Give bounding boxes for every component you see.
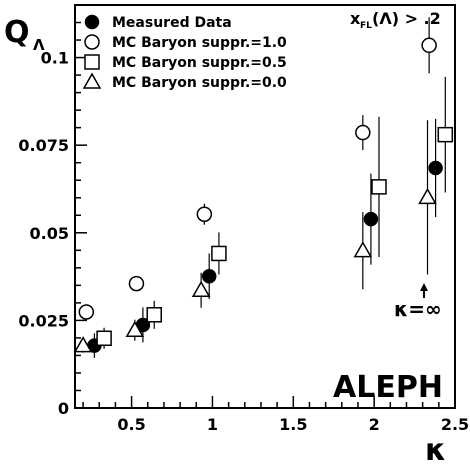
mc-baryon-suppr-0-5-point — [371, 179, 387, 195]
mc-baryon-suppr-1-0-point — [355, 124, 371, 141]
mc-baryon-suppr-1-0-point — [196, 206, 213, 222]
measured-data-point — [363, 211, 379, 227]
mc-baryon-suppr-0-0-point — [125, 320, 145, 337]
x-tick-label: 1.5 — [279, 415, 307, 434]
legend-label-measured-data: Measured Data — [112, 15, 232, 31]
mc-baryon-suppr-0-5-point — [96, 330, 112, 347]
annotation-text: κ=∞ — [394, 297, 442, 321]
mc-baryon-suppr-0-0-point — [191, 280, 211, 298]
y-tick-label: 0.025 — [18, 311, 69, 330]
legend-label-mc-baryon-suppr-0-5: MC Baryon suppr.=0.5 — [112, 55, 287, 71]
mc-baryon-suppr-0-5-point — [437, 126, 454, 143]
x-axis-label: κ — [425, 433, 446, 466]
legend-label-mc-baryon-suppr-1-0: MC Baryon suppr.=1.0 — [112, 35, 287, 51]
mc-baryon-suppr-0-5-point — [146, 307, 162, 323]
x-tick-label: 0.5 — [117, 415, 145, 434]
cut-label-sub: FL — [360, 21, 372, 31]
y-tick-label: 0.1 — [41, 49, 69, 68]
x-tick-label: 2.5 — [441, 415, 469, 434]
y-axis-label: Q Λ — [4, 15, 45, 54]
x-tick-label: 2 — [369, 415, 380, 434]
measured-data-point — [428, 160, 443, 176]
legend-marker-measured-data — [84, 14, 100, 30]
kappa-infinity-annotation: κ=∞ — [394, 283, 442, 321]
cut-label: x FL (Λ) > .2 — [350, 9, 441, 31]
cut-label-x: x — [350, 9, 361, 28]
mc-baryon-suppr-0-0-point — [418, 187, 437, 205]
legend-marker-mc-baryon-suppr-0-0 — [82, 72, 102, 89]
cut-label-rest: (Λ) > .2 — [372, 9, 441, 28]
measured-data-point — [201, 268, 217, 284]
legend: Measured Data MC Baryon suppr.=1.0 MC Bary… — [82, 14, 287, 91]
mc-baryon-suppr-0-5-point — [211, 245, 227, 262]
plot-frame — [74, 4, 456, 409]
mc-baryon-suppr-0-0-point — [73, 336, 93, 353]
annotation-arrow-head — [420, 283, 428, 291]
y-axis-label-main: Q — [4, 15, 30, 50]
y-tick-label: 0.05 — [30, 224, 69, 243]
legend-marker-mc-baryon-suppr-1-0 — [84, 34, 100, 50]
y-tick-label: 0 — [58, 399, 69, 418]
plot-area: 0.5 1 1.5 2 2.5 0 0.025 0.05 0.075 0.1 — [18, 4, 469, 434]
y-axis-label-sub: Λ — [33, 36, 45, 54]
legend-label-mc-baryon-suppr-0-0: MC Baryon suppr.=0.0 — [112, 75, 287, 91]
experiment-label: ALEPH — [333, 370, 443, 405]
mc-baryon-suppr-1-0-point — [128, 275, 145, 292]
mc-baryon-suppr-1-0-point — [421, 37, 437, 54]
x-tick-label: 1 — [207, 415, 218, 434]
y-tick-label: 0.075 — [18, 136, 69, 155]
mc-baryon-suppr-1-0-point — [78, 304, 95, 320]
mc-baryon-suppr-0-0-point — [353, 241, 373, 258]
legend-marker-mc-baryon-suppr-0-5 — [84, 54, 100, 70]
